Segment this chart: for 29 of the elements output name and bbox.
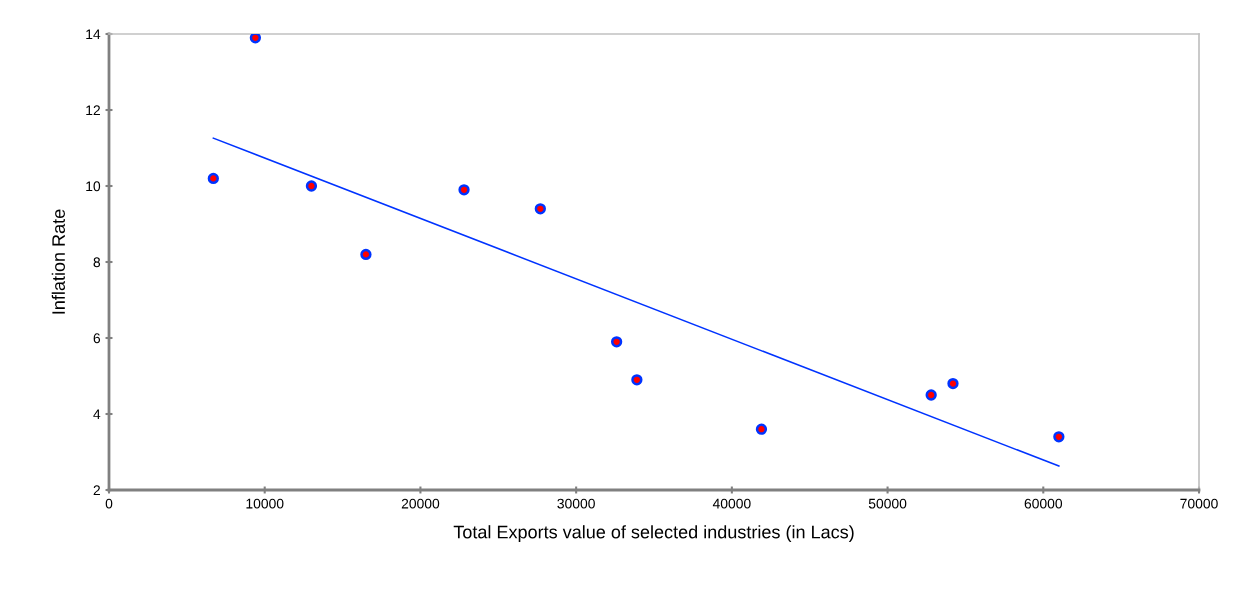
point [947,377,959,390]
y-tick-label: 10 [86,181,101,192]
x-tick-label: 70000 [1180,498,1218,509]
point [534,203,546,215]
x-tick-label: 0 [105,498,113,509]
point [925,389,937,401]
y-tick-label: 12 [86,105,100,116]
x-tick-label: 40000 [712,498,751,509]
x-tick-label: 50000 [868,498,907,509]
y-tick-label: 4 [93,409,101,420]
y-axis-title: Inflation Rate [51,209,65,314]
point [249,34,262,44]
point [631,374,643,386]
point [305,180,318,192]
point [207,172,219,185]
point [458,184,470,196]
x-tick-label: 10000 [246,498,284,509]
point [755,423,768,435]
point [360,248,372,261]
point [610,336,623,348]
y-tick-label: 2 [93,485,100,496]
y-tick-label: 8 [93,257,101,268]
x-tick-label: 60000 [1024,498,1063,509]
x-axis-title: Total Exports value of selected industries (in Lacs) [453,525,854,542]
y-tick-label: 6 [93,333,101,344]
x-tick-label: 20000 [401,498,440,509]
y-tick-label: 14 [86,29,101,40]
point [1053,431,1065,443]
x-tick-label: 30000 [557,498,595,509]
